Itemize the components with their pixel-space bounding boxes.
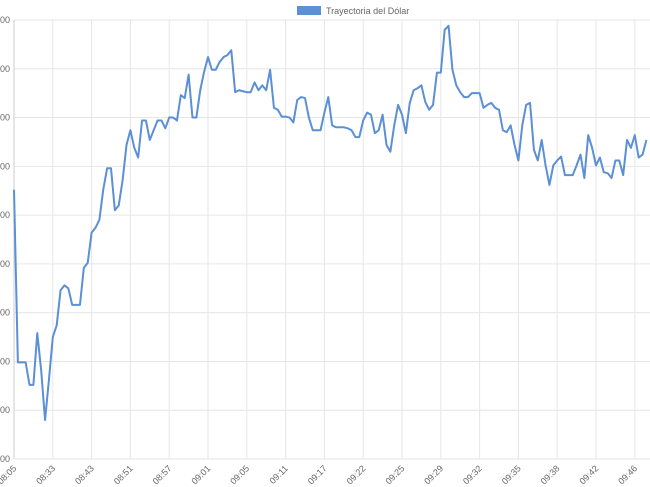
x-tick-label: 08:43 [73, 463, 96, 486]
y-tick-label: 00 [0, 64, 10, 74]
y-tick-label: 00 [0, 161, 10, 171]
x-tick-label: 09:01 [189, 463, 212, 486]
y-tick-label: 00 [0, 210, 10, 220]
legend-swatch [297, 6, 321, 15]
y-tick-label: 00 [0, 113, 10, 123]
line [13, 24, 648, 421]
y-tick-label: 00 [0, 454, 10, 464]
x-tick-label: 09:32 [461, 463, 484, 486]
x-tick-label: 09:05 [228, 463, 251, 486]
x-tick-label: 09:25 [383, 463, 406, 486]
x-tick-label: 08:57 [151, 463, 174, 486]
y-tick-label: 00 [0, 308, 10, 318]
x-tick-label: 08:05 [0, 463, 18, 486]
y-tick-label: 00 [0, 405, 10, 415]
x-tick-label: 09:22 [345, 463, 368, 486]
x-tick-label: 09:29 [422, 463, 445, 486]
legend-label: Trayectoria del Dólar [326, 6, 409, 16]
x-tick-label: 09:46 [616, 463, 639, 486]
x-tick-label: 09:35 [500, 463, 523, 486]
y-tick-label: 00 [0, 356, 10, 366]
y-tick-label: 00 [0, 15, 10, 25]
x-tick-label: 09:38 [539, 463, 562, 486]
x-tick-label: 08:51 [112, 463, 135, 486]
x-tick-label: 09:17 [306, 463, 329, 486]
x-tick-label: 09:42 [577, 463, 600, 486]
y-tick-label: 00 [0, 259, 10, 269]
x-tick-label: 08:33 [34, 463, 57, 486]
x-tick-label: 09:11 [267, 463, 290, 486]
